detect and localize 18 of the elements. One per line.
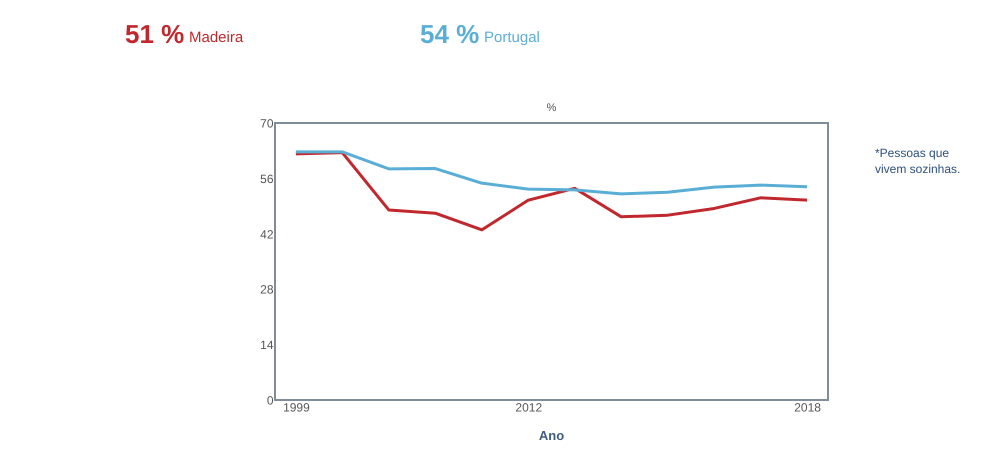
x-tick-label: 1999 <box>283 400 310 414</box>
y-tick-label: 0 <box>266 394 274 408</box>
text: 51 % <box>125 19 184 49</box>
line-series <box>294 151 809 232</box>
line-series <box>294 150 809 196</box>
y-tick-label: 56 <box>260 172 274 186</box>
y-tick-label: 28 <box>260 282 274 297</box>
text: Madeira <box>189 29 244 46</box>
x-tick-label: 2018 <box>794 400 822 414</box>
text: Portugal <box>484 29 540 46</box>
y-tick-label: 70 <box>260 116 274 130</box>
text: *Pessoas que vivem sozinhas. <box>875 146 960 176</box>
y-tick-label: 14 <box>260 338 274 352</box>
y-tick-label: 42 <box>260 227 274 242</box>
x-tick-label: 2012 <box>515 400 542 414</box>
chart-title: % <box>546 102 557 114</box>
text: 54 % <box>420 19 480 49</box>
x-axis-title: Ano <box>538 428 564 443</box>
